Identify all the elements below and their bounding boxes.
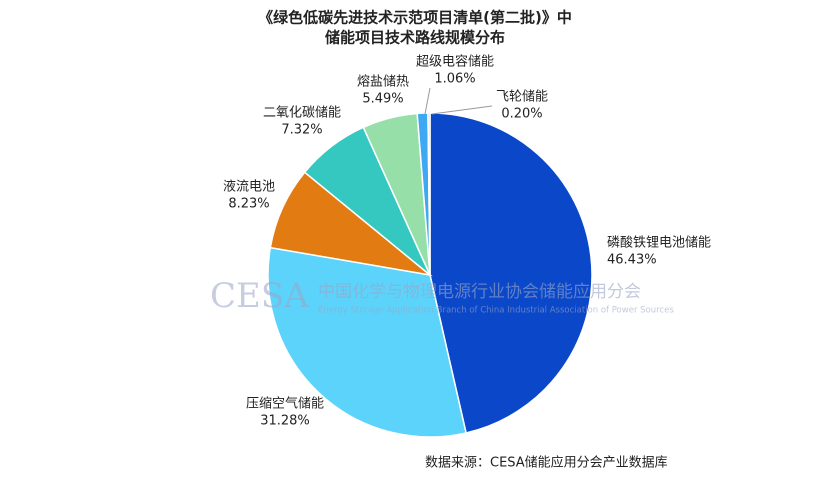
value-label: 0.20% [501,107,542,122]
pie-slice [429,112,593,434]
value-label: 46.43% [607,253,657,268]
slice-label: 超级电容储能 [416,54,494,70]
slice-label: 熔盐储热 [357,75,409,90]
value-label: 1.06% [434,72,475,87]
watermark: CESA [210,276,309,316]
slice-label: 液流电池 [223,180,275,195]
leader-line [431,105,493,115]
pie-slice [267,246,467,438]
slice-label: 二氧化碳储能 [263,106,341,121]
watermark: 中国化学与物理电源行业协会储能应用分会 [318,282,641,302]
slice-label: 飞轮储能 [496,90,548,105]
watermark: Energy Storage Application Branch of Chi… [318,306,674,316]
value-label: 31.28% [260,414,310,429]
value-label: 7.32% [281,123,322,138]
slice-label: 磷酸铁锂电池储能 [607,236,711,251]
chart-title: 《绿色低碳先进技术示范项目清单(第二批)》中 [258,9,572,27]
value-label: 5.49% [362,92,403,107]
chart-title: 储能项目技术路线规模分布 [325,29,505,47]
source-note: 数据来源：CESA储能应用分会产业数据库 [425,455,668,471]
slice-label: 压缩空气储能 [246,396,324,412]
leader-line [424,87,431,115]
value-label: 8.23% [228,197,269,212]
pie-slice [427,112,431,276]
